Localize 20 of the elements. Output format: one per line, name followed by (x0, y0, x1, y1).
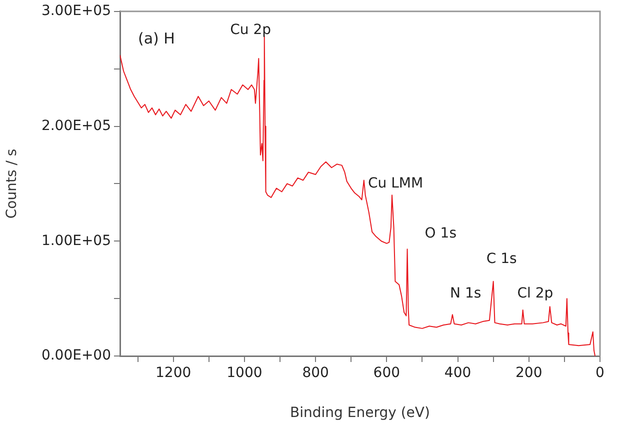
y-tick-label: 1.00E+05 (41, 232, 111, 249)
x-tick-label: 600 (373, 365, 400, 382)
x-tick-label: 200 (516, 365, 542, 382)
annotation: N 1s (450, 286, 482, 302)
text: (a) H (138, 29, 175, 48)
annotation: Cu LMM (368, 175, 424, 192)
annotation: O 1s (424, 225, 456, 242)
x-tick-label: 800 (302, 365, 329, 382)
x-tick-label: 400 (444, 365, 472, 382)
annotation: Cl 2p (517, 286, 554, 302)
x-tick-label: 0 (596, 365, 604, 382)
y-axis-title: Counts / s (4, 148, 20, 219)
x-tick-label: 1000 (226, 365, 262, 382)
y-tick-label: 3.00E+05 (41, 3, 111, 20)
x-tick-label: 1200 (156, 365, 192, 382)
y-tick-label: 2.00E+05 (41, 118, 111, 134)
x-axis-title: Binding Energy (eV) (290, 405, 430, 422)
annotation: Cu 2p (230, 22, 272, 38)
annotation: C 1s (486, 251, 517, 268)
y-tick-label: 0.00E+00 (41, 348, 111, 364)
